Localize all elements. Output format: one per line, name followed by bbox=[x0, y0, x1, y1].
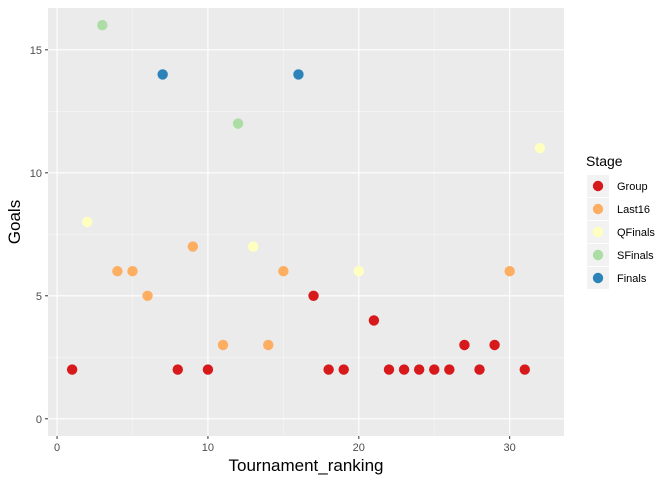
legend-label: Group bbox=[617, 181, 648, 193]
data-point-group bbox=[338, 364, 349, 375]
legend-label: Last16 bbox=[617, 204, 650, 216]
data-point-last16 bbox=[263, 339, 274, 351]
legend-key-finals bbox=[592, 272, 604, 284]
x-axis: 0 10 20 30 bbox=[54, 436, 516, 454]
data-point-group bbox=[429, 364, 440, 375]
x-tick-label: 20 bbox=[353, 442, 365, 454]
data-point-group bbox=[172, 364, 183, 375]
legend: Stage Group Last16 QFinals SFinals Finals bbox=[586, 153, 655, 289]
data-point-group bbox=[489, 339, 500, 351]
legend-label: SFinals bbox=[617, 250, 654, 262]
data-point-group bbox=[444, 364, 455, 375]
legend-key-group bbox=[592, 180, 604, 192]
data-points bbox=[66, 20, 546, 375]
y-axis: 0 5 10 15 bbox=[30, 45, 48, 426]
data-point-sfinals bbox=[97, 20, 108, 31]
data-point-qfinals bbox=[534, 143, 546, 154]
data-point-group bbox=[413, 364, 425, 375]
y-axis-title: Goals bbox=[5, 200, 24, 244]
data-point-last16 bbox=[278, 265, 289, 277]
data-point-group bbox=[398, 364, 410, 375]
data-point-qfinals bbox=[82, 216, 93, 228]
y-tick-label: 15 bbox=[30, 45, 42, 57]
major-gridlines bbox=[48, 8, 564, 436]
y-tick-label: 5 bbox=[36, 291, 42, 303]
data-point-group bbox=[383, 364, 395, 375]
data-point-qfinals bbox=[353, 265, 365, 277]
data-point-group bbox=[474, 364, 485, 375]
data-point-group bbox=[519, 364, 530, 375]
legend-key-sfinals bbox=[592, 249, 604, 261]
data-point-last16 bbox=[127, 265, 138, 277]
legend-title: Stage bbox=[586, 153, 623, 169]
data-point-finals bbox=[157, 69, 168, 80]
data-point-last16 bbox=[112, 265, 123, 277]
x-axis-title: Tournament_ranking bbox=[229, 456, 384, 475]
data-point-group bbox=[368, 315, 380, 326]
x-tick-label: 30 bbox=[504, 442, 516, 454]
x-tick-label: 0 bbox=[54, 442, 60, 454]
data-point-qfinals bbox=[247, 241, 259, 252]
minor-gridlines bbox=[48, 8, 564, 436]
legend-label: Finals bbox=[617, 273, 647, 285]
data-point-group bbox=[202, 364, 214, 375]
legend-key-last16 bbox=[592, 203, 604, 215]
data-point-last16 bbox=[142, 290, 153, 301]
plot-panel bbox=[48, 8, 564, 436]
data-point-group bbox=[323, 364, 334, 375]
data-point-last16 bbox=[217, 339, 229, 351]
y-tick-label: 10 bbox=[30, 168, 42, 180]
data-point-group bbox=[308, 290, 319, 301]
data-point-group bbox=[459, 339, 470, 351]
data-point-last16 bbox=[504, 265, 515, 277]
data-point-finals bbox=[293, 69, 304, 80]
data-point-last16 bbox=[187, 241, 199, 252]
y-tick-label: 0 bbox=[36, 414, 42, 426]
data-point-sfinals bbox=[232, 118, 244, 129]
data-point-group bbox=[66, 364, 78, 375]
legend-key-qfinals bbox=[592, 226, 604, 238]
x-tick-label: 10 bbox=[202, 442, 214, 454]
legend-label: QFinals bbox=[617, 227, 655, 239]
